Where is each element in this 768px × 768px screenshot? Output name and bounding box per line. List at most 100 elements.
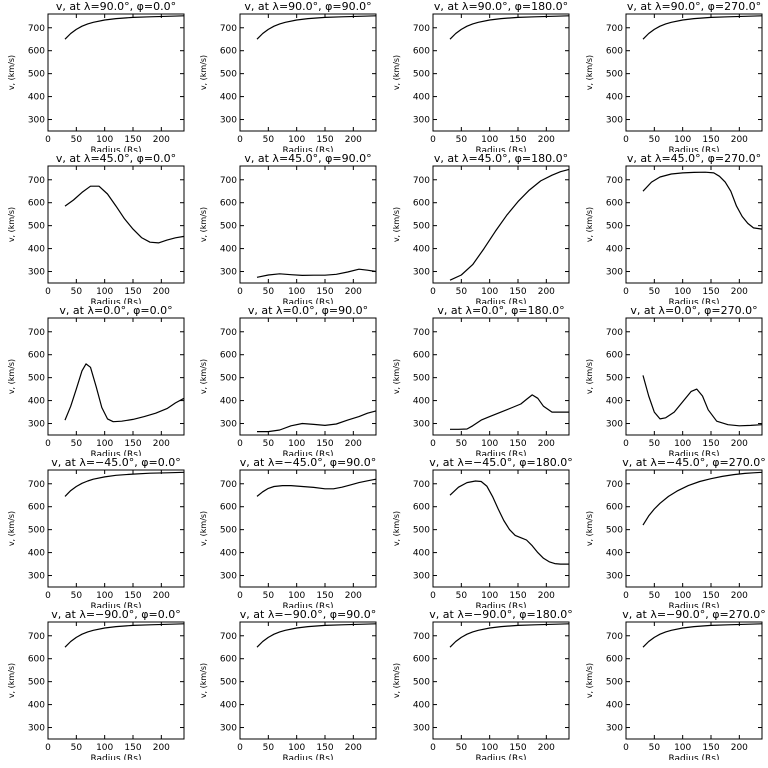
chart-panel: v, at λ=45.0°, φ=0.0° 0 50 100 150 200 300 400 5… [7, 152, 185, 304]
x-tick-label: 100 [674, 287, 691, 297]
y-tick-label: 300 [606, 572, 623, 582]
chart-panel: v, at λ=45.0°, φ=270.0° 0 50 100 150 200 300 40… [585, 152, 763, 304]
chart-panel: v, at λ=−90.0°, φ=270.0° 0 50 100 150 200 300 4… [585, 608, 766, 760]
y-tick-label: 400 [413, 93, 430, 103]
x-tick-label: 200 [345, 287, 362, 297]
x-tick-label: 200 [153, 135, 170, 145]
x-tick-label: 200 [345, 135, 362, 145]
y-tick-label: 600 [220, 351, 237, 361]
y-tick-label: 300 [606, 724, 623, 734]
y-axis-label: v, (km/s) [392, 663, 401, 698]
x-tick-label: 0 [237, 439, 243, 449]
chart-panel: v, at λ=45.0°, φ=90.0° 0 50 100 150 200 300 400… [199, 152, 377, 304]
y-tick-label: 700 [606, 328, 623, 338]
y-tick-label: 500 [220, 222, 237, 232]
chart-panel: v, at λ=−45.0°, φ=90.0° 0 50 100 150 200 300 40… [199, 456, 377, 608]
x-tick-label: 200 [538, 287, 555, 297]
y-tick-label: 600 [28, 199, 45, 209]
x-tick-label: 200 [538, 591, 555, 601]
y-tick-label: 500 [413, 526, 430, 536]
y-tick-label: 500 [606, 374, 623, 384]
velocity-profile-line [257, 410, 377, 433]
y-axis-label: v, (km/s) [392, 207, 401, 242]
x-axis-label: Radius (Rs) [668, 450, 719, 456]
chart-panel: v, at λ=90.0°, φ=270.0° 0 50 100 150 200 300 40… [585, 0, 763, 152]
x-tick-label: 0 [623, 287, 629, 297]
y-tick-label: 300 [28, 572, 45, 582]
x-tick-label: 150 [124, 287, 141, 297]
chart-title: v, at λ=−90.0°, φ=0.0° [51, 608, 180, 621]
x-tick-label: 0 [623, 135, 629, 145]
plot-frame [239, 165, 377, 284]
x-tick-label: 150 [702, 287, 719, 297]
y-tick-label: 700 [413, 176, 430, 186]
y-tick-label: 700 [220, 632, 237, 642]
chart-title: v, at λ=45.0°, φ=180.0° [434, 152, 568, 165]
velocity-profile-line [449, 15, 570, 40]
velocity-profile-line [450, 394, 569, 430]
x-tick-label: 150 [509, 287, 526, 297]
y-tick-label: 500 [220, 70, 237, 80]
x-tick-label: 100 [674, 743, 691, 753]
y-tick-label: 500 [220, 678, 237, 688]
x-tick-label: 0 [237, 591, 243, 601]
y-tick-label: 700 [606, 176, 623, 186]
x-tick-label: 0 [430, 287, 436, 297]
y-axis-label: v, (km/s) [585, 207, 594, 242]
y-tick-label: 300 [606, 116, 623, 126]
y-tick-label: 700 [413, 480, 430, 490]
x-tick-label: 50 [71, 591, 83, 601]
plot-frame [239, 13, 377, 132]
y-tick-label: 400 [28, 701, 45, 711]
y-tick-label: 600 [413, 655, 430, 665]
y-tick-label: 400 [413, 701, 430, 711]
x-tick-label: 50 [71, 743, 83, 753]
y-axis-label: v, (km/s) [199, 55, 208, 90]
chart-title: v, at λ=90.0°, φ=180.0° [434, 0, 568, 13]
y-tick-label: 600 [606, 199, 623, 209]
y-tick-label: 700 [220, 480, 237, 490]
chart-title: v, at λ=45.0°, φ=90.0° [244, 152, 371, 165]
x-tick-label: 100 [481, 287, 498, 297]
chart-title: v, at λ=45.0°, φ=270.0° [627, 152, 761, 165]
y-tick-label: 500 [28, 678, 45, 688]
x-axis-label: Radius (Rs) [90, 450, 141, 456]
y-tick-label: 500 [606, 678, 623, 688]
y-tick-label: 300 [28, 724, 45, 734]
y-tick-label: 600 [413, 503, 430, 513]
x-tick-label: 100 [481, 591, 498, 601]
y-tick-label: 700 [220, 176, 237, 186]
x-tick-label: 150 [316, 743, 333, 753]
y-tick-label: 700 [28, 176, 45, 186]
x-tick-label: 100 [674, 439, 691, 449]
chart-title: v, at λ=−45.0°, φ=270.0° [622, 456, 765, 469]
y-tick-label: 300 [220, 116, 237, 126]
x-axis-label: Radius (Rs) [668, 298, 719, 304]
y-axis-label: v, (km/s) [585, 55, 594, 90]
x-tick-label: 100 [96, 287, 113, 297]
plot-frame [625, 165, 763, 284]
x-tick-label: 100 [288, 135, 305, 145]
y-tick-label: 600 [606, 503, 623, 513]
x-tick-label: 200 [538, 439, 555, 449]
y-tick-label: 400 [413, 397, 430, 407]
velocity-profile-line [64, 363, 185, 423]
x-tick-label: 150 [124, 591, 141, 601]
x-tick-label: 50 [649, 591, 661, 601]
x-tick-label: 50 [263, 743, 275, 753]
chart-title: v, at λ=−45.0°, φ=180.0° [429, 456, 572, 469]
chart-title: v, at λ=0.0°, φ=270.0° [630, 304, 757, 317]
velocity-profile-line [642, 15, 763, 40]
x-tick-label: 150 [124, 439, 141, 449]
x-tick-label: 50 [649, 135, 661, 145]
y-tick-label: 400 [220, 701, 237, 711]
x-tick-label: 150 [316, 439, 333, 449]
y-tick-label: 500 [28, 70, 45, 80]
x-tick-label: 50 [649, 743, 661, 753]
chart-title: v, at λ=−90.0°, φ=180.0° [429, 608, 572, 621]
x-tick-label: 0 [45, 439, 51, 449]
y-tick-label: 700 [28, 632, 45, 642]
x-tick-label: 100 [288, 439, 305, 449]
y-axis-label: v, (km/s) [7, 55, 16, 90]
velocity-profile-line [64, 471, 185, 497]
